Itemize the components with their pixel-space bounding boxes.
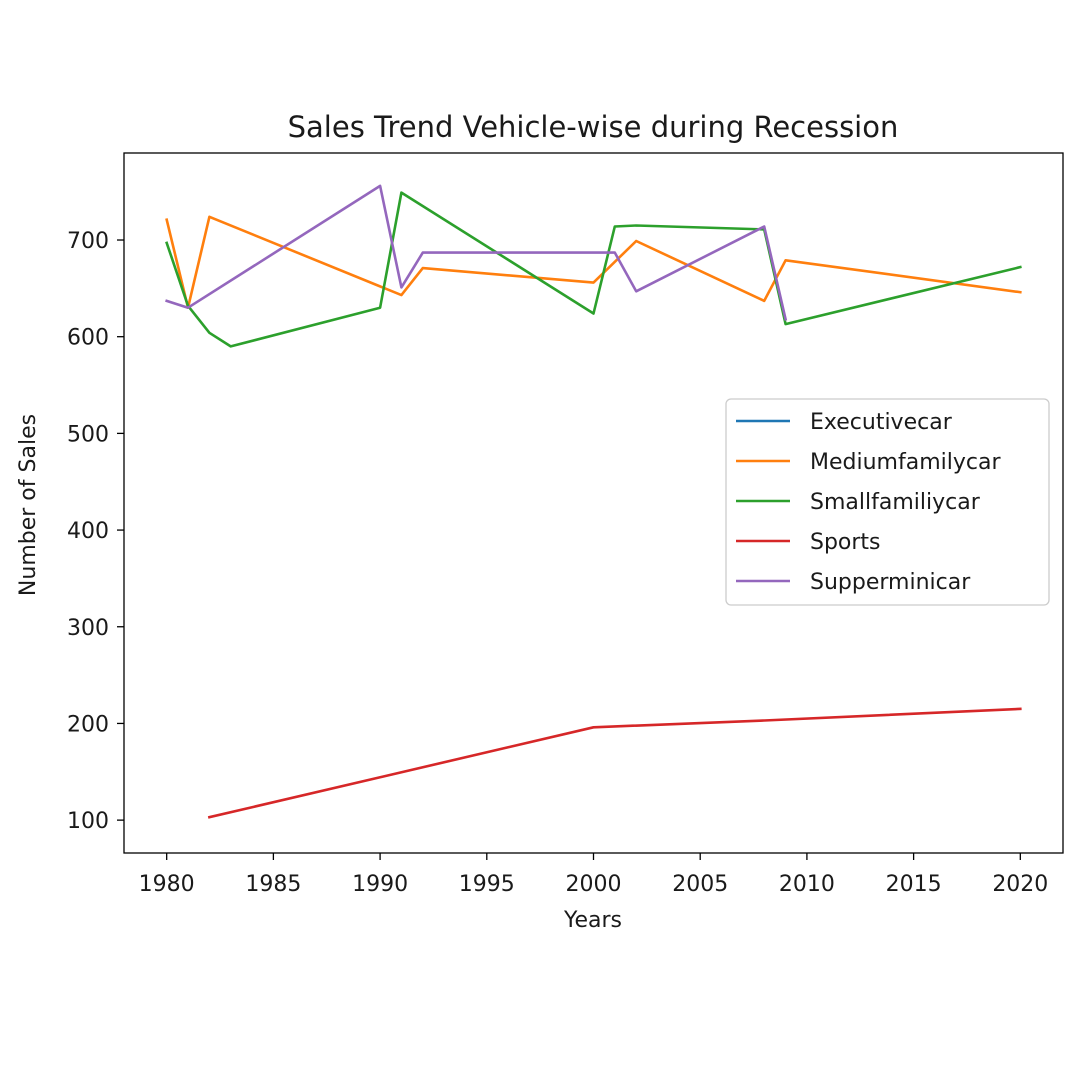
y-tick-label: 500 xyxy=(67,422,109,447)
x-tick-label: 2015 xyxy=(886,872,942,897)
legend: Executivecar Mediumfamilycar Smallfamiliyc… xyxy=(725,398,1050,606)
x-axis: 1980 1985 1990 1995 2000 2005 2010 2015 2020 xyxy=(139,853,1048,897)
x-tick-label: 2000 xyxy=(566,872,622,897)
chart-title: Sales Trend Vehicle-wise during Recessio… xyxy=(288,110,899,144)
x-tick-label: 1985 xyxy=(245,872,301,897)
x-tick-label: 1995 xyxy=(459,872,515,897)
legend-label-smallfamiliycar: Smallfamiliycar xyxy=(810,490,981,515)
x-tick-label: 2020 xyxy=(992,872,1048,897)
legend-label-executivecar: Executivecar xyxy=(810,410,953,435)
legend-label-mediumfamilycar: Mediumfamilycar xyxy=(810,450,1001,475)
y-axis: 100 200 300 400 500 600 700 xyxy=(67,229,124,834)
y-tick-label: 700 xyxy=(67,229,109,254)
y-tick-label: 200 xyxy=(67,712,109,737)
y-axis-title: Number of Sales xyxy=(16,414,41,596)
legend-items: Executivecar Mediumfamilycar Smallfamiliyc… xyxy=(736,410,1001,595)
series-line-sports xyxy=(207,707,1022,819)
y-tick-label: 100 xyxy=(67,809,109,834)
x-tick-label: 1990 xyxy=(352,872,408,897)
legend-label-supperminicar: Supperminicar xyxy=(810,570,971,595)
x-tick-label: 2010 xyxy=(779,872,835,897)
y-tick-label: 400 xyxy=(67,519,109,544)
legend-box xyxy=(725,398,1050,606)
x-tick-label: 1980 xyxy=(139,872,195,897)
y-tick-label: 300 xyxy=(67,616,109,641)
series-line-supperminicar xyxy=(165,184,788,321)
x-tick-label: 2005 xyxy=(672,872,728,897)
series-layer xyxy=(165,184,1022,819)
y-tick-label: 600 xyxy=(67,326,109,351)
x-axis-title: Years xyxy=(563,908,622,933)
legend-label-sports: Sports xyxy=(810,530,881,555)
